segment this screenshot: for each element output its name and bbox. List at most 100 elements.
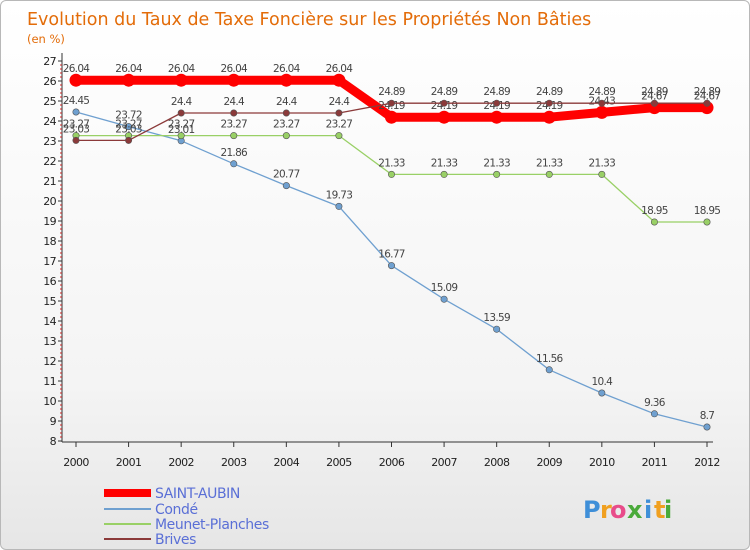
y-tick-label: 12 (43, 355, 56, 368)
y-tick-label: 18 (43, 235, 56, 248)
data-label: 24.89 (589, 86, 616, 98)
data-label: 26.04 (63, 63, 91, 75)
data-label: 24.4 (276, 96, 298, 108)
x-tick-label: 2002 (168, 456, 194, 469)
data-label: 24.67 (694, 91, 721, 103)
data-label: 23.01 (168, 124, 195, 136)
data-label: 24.89 (641, 86, 668, 98)
y-tick-label: 23 (43, 135, 56, 148)
data-label: 24.4 (329, 96, 351, 108)
x-tick-label: 2007 (431, 456, 457, 469)
data-label: 9.36 (644, 397, 666, 409)
data-label: 26.04 (220, 63, 248, 75)
data-label: 23.27 (273, 119, 300, 131)
y-tick-label: 26 (43, 75, 56, 88)
data-label: 13.59 (483, 312, 510, 324)
data-point (282, 109, 290, 117)
data-label: 24.89 (431, 86, 458, 98)
data-point (542, 110, 556, 124)
data-point (385, 110, 398, 124)
data-label: 21.33 (536, 157, 563, 169)
data-label: 24.45 (63, 95, 90, 107)
data-point (387, 170, 395, 178)
y-tick-label: 8 (50, 435, 57, 448)
data-point (282, 132, 290, 140)
axes: 8 9 10 11 12 13 14 15 16 17 18 19 20 21 22 23 24 25 26 27 20… (43, 53, 720, 469)
y-tick-label: 13 (43, 335, 56, 348)
data-point (335, 132, 343, 140)
y-tick-label: 9 (50, 415, 57, 428)
data-point (595, 105, 609, 119)
data-label: 23.27 (63, 119, 90, 131)
data-point (598, 389, 606, 397)
data-point (545, 366, 553, 374)
x-tick-label: 2005 (326, 456, 352, 469)
y-tick-label: 10 (43, 395, 56, 408)
legend-label: Brives (155, 532, 196, 548)
data-label: 21.33 (431, 157, 458, 169)
data-label: 24.89 (483, 86, 510, 98)
data-label: 26.04 (115, 63, 143, 75)
data-point (125, 136, 133, 144)
data-point (72, 108, 80, 116)
y-tick-label: 22 (43, 155, 56, 168)
logo-letter: t (654, 496, 665, 524)
legend-label: SAINT-AUBIN (155, 486, 240, 502)
data-point (440, 295, 448, 303)
data-label: 23.03 (63, 123, 90, 135)
data-label: 23.27 (115, 119, 142, 131)
data-point (177, 132, 185, 140)
y-tick-label: 15 (43, 295, 56, 308)
data-point (332, 73, 346, 87)
logo-letter: x (627, 496, 643, 524)
data-label: 24.67 (641, 91, 668, 103)
data-point (493, 325, 501, 333)
data-label: 18.95 (641, 205, 668, 217)
chart-title: Evolution du Taux de Taxe Foncière sur l… (27, 10, 591, 30)
data-point (490, 110, 504, 124)
x-tick-label: 2008 (484, 456, 510, 469)
data-point (703, 423, 711, 431)
data-label: 19.73 (326, 189, 353, 201)
data-point (227, 73, 241, 87)
data-point (230, 132, 238, 140)
data-point (230, 109, 238, 117)
x-tick-label: 2006 (379, 456, 405, 469)
legend-label: Condé (155, 502, 198, 518)
data-label: 26.04 (168, 63, 196, 75)
y-tick-label: 17 (43, 255, 56, 268)
chart-subtitle: (en %) (27, 32, 65, 46)
data-label: 21.33 (483, 157, 510, 169)
series-cond-: 24.45 23.72 23.01 21.86 20.77 19.73 16.77 15.09… (63, 95, 715, 431)
y-tick-label: 21 (43, 175, 56, 188)
data-label: 23.72 (115, 110, 142, 122)
data-point (387, 99, 395, 107)
series-meunet-planches: 23.27 23.27 23.27 23.27 23.27 23.27 21.33 21.33… (63, 119, 721, 226)
data-point (703, 99, 711, 107)
data-label: 8.7 (700, 410, 715, 422)
data-point (440, 99, 448, 107)
x-tick-label: 2010 (589, 456, 615, 469)
data-label: 24.89 (378, 86, 405, 98)
data-point (122, 73, 136, 87)
y-tick-label: 20 (43, 195, 56, 208)
x-tick-label: 2011 (642, 456, 668, 469)
data-label: 23.27 (168, 119, 195, 131)
data-label: 21.33 (378, 157, 405, 169)
data-label: 24.4 (171, 96, 193, 108)
logo-letter: r (600, 496, 612, 524)
y-tick-label: 25 (43, 95, 56, 108)
data-point (279, 73, 293, 87)
series-layer: 26.0426.0426.0426.0426.0426.0424.1924.19… (63, 63, 721, 431)
data-point (177, 109, 185, 117)
data-label: 24.4 (223, 96, 245, 108)
data-label: 21.33 (589, 157, 616, 169)
data-label: 11.56 (536, 353, 564, 365)
data-label: 23.03 (115, 123, 142, 135)
data-point (174, 73, 188, 87)
data-label: 18.95 (694, 205, 721, 217)
data-point (650, 99, 658, 107)
